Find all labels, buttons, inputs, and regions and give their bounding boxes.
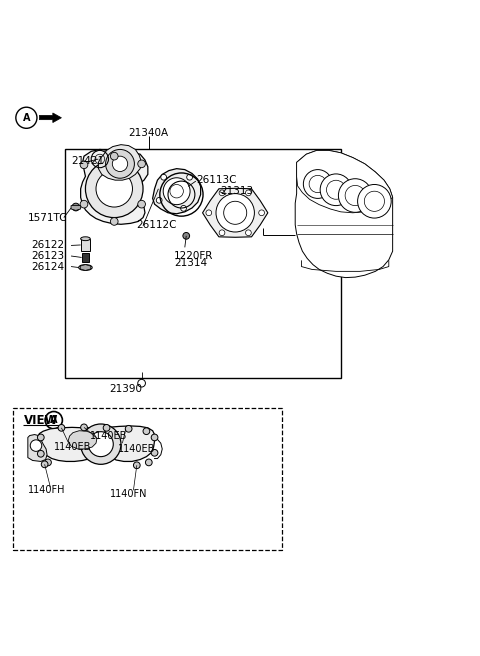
Circle shape [80, 200, 88, 208]
Text: 26122: 26122 [31, 241, 64, 251]
Text: 21314: 21314 [174, 258, 207, 268]
Circle shape [245, 190, 252, 195]
Circle shape [364, 191, 384, 211]
Circle shape [216, 194, 254, 232]
Text: 26113C: 26113C [196, 175, 236, 185]
Circle shape [112, 156, 128, 171]
Text: 21313: 21313 [220, 186, 253, 195]
Polygon shape [38, 426, 155, 461]
Text: 26112C: 26112C [136, 220, 176, 230]
Circle shape [41, 461, 48, 468]
Circle shape [125, 426, 132, 432]
Circle shape [219, 230, 225, 236]
Ellipse shape [82, 266, 89, 269]
Circle shape [106, 150, 134, 178]
Polygon shape [153, 169, 201, 214]
Polygon shape [295, 150, 393, 277]
Bar [13, 408, 282, 550]
Circle shape [110, 152, 118, 160]
Circle shape [37, 434, 44, 441]
Text: A: A [23, 113, 30, 123]
Circle shape [88, 432, 113, 457]
Circle shape [80, 161, 88, 169]
Polygon shape [68, 431, 97, 449]
Circle shape [163, 178, 190, 205]
Circle shape [110, 218, 118, 225]
Circle shape [72, 203, 80, 211]
Circle shape [259, 210, 264, 216]
Circle shape [187, 174, 192, 180]
Text: 21390: 21390 [109, 384, 142, 394]
Circle shape [145, 459, 152, 466]
Circle shape [81, 424, 87, 431]
Text: 1140FH: 1140FH [28, 485, 65, 495]
Circle shape [151, 434, 158, 441]
Polygon shape [98, 144, 142, 180]
Circle shape [138, 200, 145, 208]
Text: 1140EB: 1140EB [90, 432, 128, 441]
Text: 1140EB: 1140EB [54, 442, 91, 452]
Circle shape [345, 186, 365, 205]
Circle shape [170, 184, 183, 198]
Circle shape [103, 424, 110, 431]
Circle shape [156, 197, 162, 203]
Bar [82, 253, 89, 262]
Circle shape [303, 170, 332, 198]
Circle shape [224, 201, 247, 224]
Circle shape [183, 232, 190, 239]
Bar [65, 149, 341, 379]
Text: VIEW: VIEW [24, 414, 59, 426]
Polygon shape [81, 150, 148, 224]
Circle shape [96, 171, 132, 207]
Circle shape [161, 174, 167, 180]
Polygon shape [81, 264, 90, 270]
Text: 26123: 26123 [31, 251, 64, 261]
Ellipse shape [79, 264, 92, 270]
Text: 26124: 26124 [31, 262, 64, 272]
Circle shape [138, 379, 145, 387]
Circle shape [206, 210, 212, 216]
Text: 21421: 21421 [71, 156, 104, 167]
Bar [81, 239, 90, 251]
Circle shape [338, 178, 372, 213]
Circle shape [309, 175, 326, 193]
Circle shape [85, 160, 143, 218]
Circle shape [143, 428, 150, 434]
Circle shape [45, 459, 51, 466]
Polygon shape [203, 188, 268, 237]
Polygon shape [28, 434, 47, 461]
Text: 1571TC: 1571TC [28, 213, 67, 222]
Ellipse shape [81, 237, 90, 241]
Circle shape [326, 180, 346, 199]
Circle shape [138, 160, 145, 168]
Circle shape [320, 174, 352, 205]
Polygon shape [71, 205, 81, 211]
Text: A: A [50, 415, 58, 425]
Circle shape [37, 451, 44, 457]
Text: 1140EB: 1140EB [118, 444, 155, 454]
Circle shape [219, 190, 225, 195]
Polygon shape [297, 150, 393, 213]
Circle shape [358, 184, 391, 218]
Circle shape [133, 462, 140, 468]
Text: 1220FR: 1220FR [174, 251, 213, 261]
Circle shape [58, 424, 65, 431]
Text: 1140FN: 1140FN [110, 489, 148, 499]
Circle shape [81, 424, 121, 464]
Circle shape [245, 230, 252, 236]
Text: 21340A: 21340A [129, 128, 169, 138]
Circle shape [30, 440, 42, 451]
Polygon shape [39, 113, 61, 123]
Circle shape [180, 205, 186, 211]
Circle shape [151, 449, 158, 456]
